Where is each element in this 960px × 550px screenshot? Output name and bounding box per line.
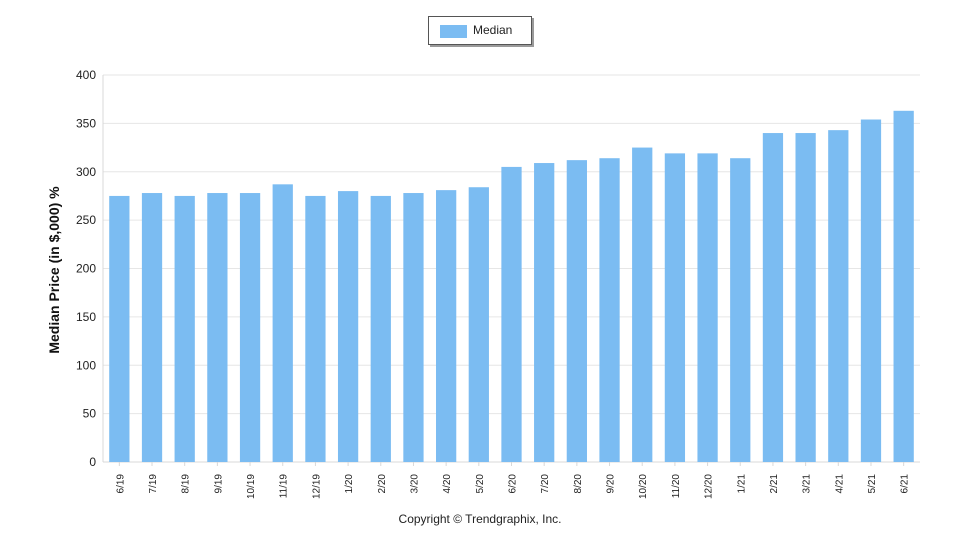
bar [141, 193, 163, 462]
x-tick-label: 4/20 [442, 474, 453, 494]
x-tick-label: 7/19 [148, 474, 159, 494]
x-tick-label: 1/20 [344, 474, 355, 494]
x-tick-label: 5/20 [475, 474, 486, 494]
x-tick-label: 6/21 [900, 474, 911, 494]
x-tick-label: 11/19 [279, 474, 290, 499]
y-tick-label: 250 [76, 213, 96, 227]
x-tick-label: 4/21 [834, 474, 845, 494]
bar [534, 163, 555, 463]
x-tick-label: 3/21 [802, 474, 813, 494]
copyright-text: Copyright © Trendgraphix, Inc. [398, 512, 562, 526]
bar [664, 153, 686, 462]
legend-swatch [440, 25, 467, 38]
bar [337, 191, 359, 462]
bar [403, 193, 424, 462]
bar [730, 158, 751, 462]
y-tick-label: 0 [89, 455, 96, 469]
bar [828, 130, 849, 462]
bar [566, 160, 587, 462]
legend: Median [428, 16, 532, 45]
x-tick-label: 12/20 [704, 474, 715, 499]
bar [174, 195, 195, 462]
x-tick-label: 5/21 [867, 474, 878, 494]
x-tick-label: 10/20 [638, 474, 649, 499]
y-tick-label: 200 [76, 262, 96, 276]
x-tick-label: 12/19 [311, 474, 322, 499]
legend-label: Median [473, 23, 513, 37]
y-tick-label: 300 [76, 165, 96, 179]
x-tick-label: 7/20 [540, 474, 551, 494]
x-tick-label: 2/21 [769, 474, 780, 494]
bar [860, 119, 882, 462]
y-tick-label: 400 [76, 68, 96, 82]
bar [632, 147, 653, 462]
x-tick-label: 1/21 [736, 474, 747, 494]
y-tick-label: 50 [83, 407, 97, 421]
x-tick-label: 9/19 [213, 474, 224, 494]
bar [207, 193, 228, 462]
x-tick-label: 11/20 [671, 474, 682, 499]
x-tick-label: 6/20 [508, 474, 519, 494]
y-tick-label: 100 [76, 358, 96, 372]
bar [893, 110, 914, 463]
bar [436, 190, 457, 462]
bar [305, 195, 326, 462]
bar [272, 184, 293, 462]
bar [795, 133, 816, 463]
bar [762, 133, 784, 463]
x-tick-label: 8/20 [573, 474, 584, 494]
bar [599, 158, 620, 462]
bar [468, 187, 489, 463]
bar [697, 153, 718, 462]
x-tick-label: 10/19 [246, 474, 257, 499]
x-tick-label: 8/19 [181, 474, 192, 494]
x-tick-label: 2/20 [377, 474, 388, 494]
bar [501, 166, 522, 462]
x-tick-label: 9/20 [606, 474, 617, 494]
bar [370, 195, 391, 462]
x-tick-label: 3/20 [409, 474, 420, 494]
bar [239, 193, 261, 462]
y-tick-label: 350 [76, 116, 96, 130]
y-tick-label: 150 [76, 310, 96, 324]
bar [109, 195, 130, 462]
x-tick-label: 6/19 [115, 474, 126, 494]
